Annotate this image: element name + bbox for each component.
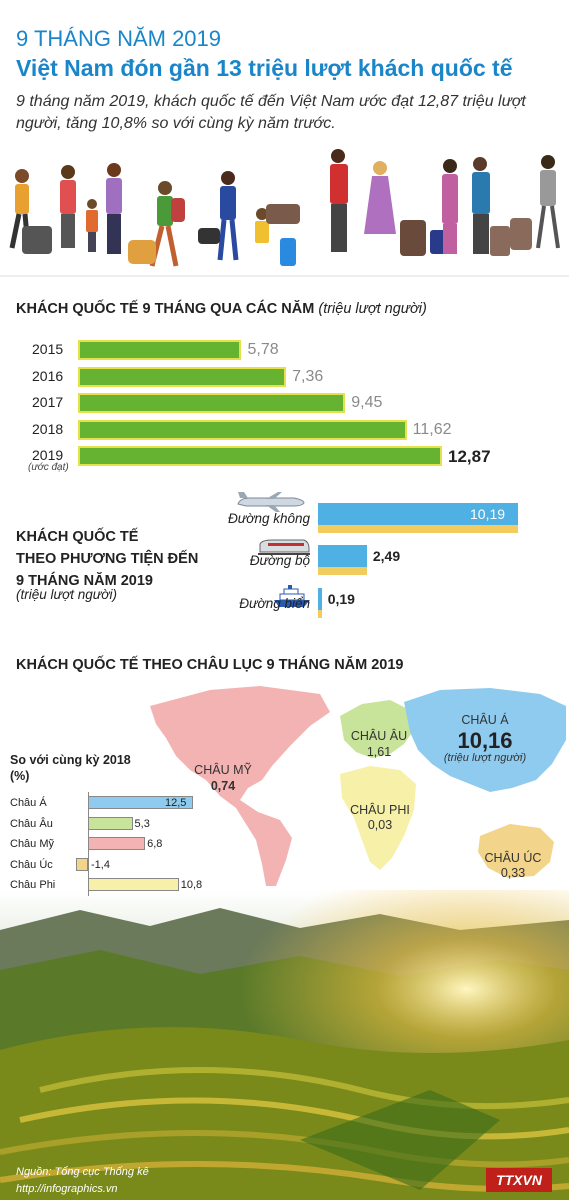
traveller-icon <box>330 149 450 256</box>
americas-label: CHÂU MỸ <box>194 763 252 777</box>
growth-bar <box>88 878 179 891</box>
transport-bar <box>318 503 518 525</box>
transport-title-line: KHÁCH QUỐC TẾ <box>16 529 139 545</box>
transport-value: 10,19 <box>470 506 506 522</box>
asia-shape <box>404 688 566 792</box>
africa-shape <box>340 766 416 870</box>
growth-value: 5,3 <box>134 817 150 830</box>
growth-label: Châu Á <box>10 797 47 809</box>
transport-label: Đường biển <box>239 596 310 611</box>
transport-bar <box>318 545 367 567</box>
growth-value: 6,8 <box>147 838 163 850</box>
traveller-icon <box>9 169 52 254</box>
growth-bar <box>88 816 133 830</box>
traveller-icon <box>198 171 300 266</box>
transport-bar-base <box>318 610 322 618</box>
americas-value: 0,74 <box>210 779 236 793</box>
growth-bar <box>76 857 88 871</box>
couple-icon <box>442 157 510 256</box>
estimate-note: (ước đạt) <box>28 462 69 473</box>
yearly-title-text: KHÁCH QUỐC TẾ 9 THÁNG QUA CÁC NĂM <box>16 301 315 317</box>
year-bar <box>78 393 346 413</box>
source-note: Nguồn: Tổng cục Thống kê <box>16 1166 149 1178</box>
europe-label: CHÂU ÂU <box>350 729 408 743</box>
year-bar <box>78 446 442 466</box>
page-title: Việt Nam đón gần 13 triệu lượt khách quố… <box>16 55 513 81</box>
transport-title-line: THEO PHƯƠNG TIỆN ĐẾN <box>16 551 199 567</box>
growth-value: 12,5 <box>165 797 187 809</box>
transport-bar <box>318 588 322 610</box>
growth-bar <box>88 837 146 850</box>
ttxvn-logo: TTXVN <box>486 1168 552 1192</box>
transport-unit: (triệu lượt người) <box>16 587 117 602</box>
year-bar <box>78 340 242 360</box>
asia-unit: (triệu lượt người) <box>443 752 527 764</box>
traveller-icon <box>510 155 560 250</box>
year-value: 5,78 <box>247 341 279 358</box>
oceania-value: 0,33 <box>500 866 526 880</box>
growth-label: Châu Mỹ <box>10 838 55 850</box>
transport-label: Đường bộ <box>249 553 310 568</box>
year-value: 11,62 <box>412 420 452 438</box>
growth-label: Châu Âu <box>10 817 53 830</box>
oceania-shape <box>478 824 554 878</box>
growth-title-text: So với cùng kỳ 2018 <box>10 753 131 767</box>
europe-shape <box>340 700 414 758</box>
transport-label: Đường không <box>227 511 310 526</box>
ship-icon <box>274 585 310 607</box>
growth-label: Châu Úc <box>10 858 53 871</box>
travellers-illustration <box>0 149 569 277</box>
year-value: 7,36 <box>292 367 324 385</box>
year-value: 12,87 <box>448 447 491 466</box>
year-label: 2015 <box>32 341 64 357</box>
growth-zero-axis <box>88 792 89 896</box>
asia-label: CHÂU Á <box>461 713 509 727</box>
year-label: 2019 <box>32 447 64 463</box>
growth-chart-title: So với cùng kỳ 2018 (%) <box>10 752 131 784</box>
year-bar <box>78 419 407 440</box>
year-label: 2016 <box>32 367 64 384</box>
americas-shape <box>150 686 330 886</box>
asia-value: 10,16 <box>457 728 513 753</box>
year-value: 9,45 <box>351 394 383 411</box>
year-label: 2018 <box>32 420 64 437</box>
yearly-unit: (triệu lượt người) <box>318 301 427 317</box>
family-icon <box>60 163 122 254</box>
transport-chart-title: KHÁCH QUỐC TẾ THEO PHƯƠNG TIỆN ĐẾN 9 THÁ… <box>16 526 198 592</box>
transport-bar-base <box>318 567 367 575</box>
header-description: 9 tháng năm 2019, khách quốc tế đến Việt… <box>16 93 526 132</box>
year-label: 2017 <box>32 394 64 410</box>
growth-unit: (%) <box>10 769 30 783</box>
train-icon <box>258 539 310 555</box>
transport-value: 0,19 <box>327 591 355 607</box>
europe-value: 1,61 <box>366 745 392 759</box>
growth-label: Châu Phi <box>10 879 56 891</box>
year-bar <box>78 366 287 387</box>
backpacker-icon <box>128 181 185 267</box>
growth-value: -1,4 <box>91 858 110 871</box>
transport-bar-base <box>318 525 518 533</box>
source-link[interactable]: http://infographics.vn <box>16 1183 118 1195</box>
transport-value: 2,49 <box>372 548 401 564</box>
yearly-chart-title: KHÁCH QUỐC TẾ 9 THÁNG QUA CÁC NĂM (triệu… <box>16 301 427 317</box>
continents-chart-title: KHÁCH QUỐC TẾ THEO CHÂU LỤC 9 THÁNG NĂM … <box>16 657 404 673</box>
africa-label: CHÂU PHI <box>350 803 410 817</box>
rice-terrace-landscape <box>0 890 569 1200</box>
header-period: 9 THÁNG NĂM 2019 <box>16 26 222 51</box>
africa-value: 0,03 <box>367 818 393 832</box>
oceania-label: CHÂU ÚC <box>484 851 542 865</box>
world-map <box>150 686 566 886</box>
growth-value: 10,8 <box>180 879 203 891</box>
transport-title-line: 9 THÁNG NĂM 2019 <box>16 573 153 589</box>
airplane-icon <box>237 492 305 512</box>
